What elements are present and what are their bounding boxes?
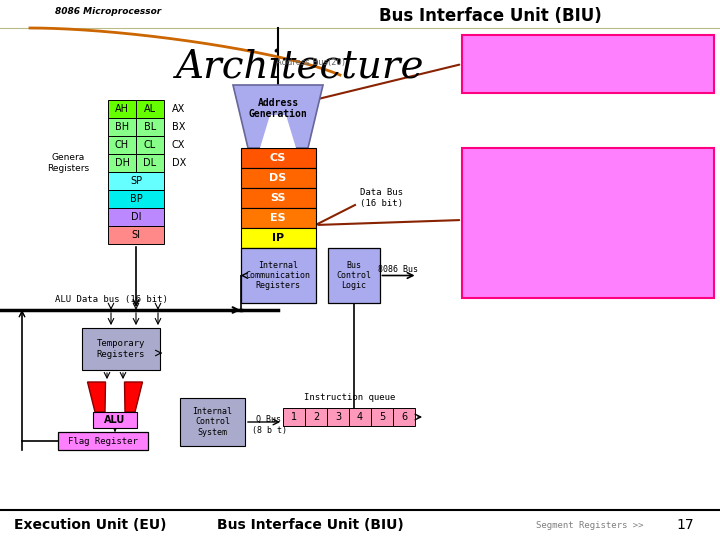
Text: Segment Registers >>: Segment Registers >> (536, 521, 644, 530)
Bar (462, 148, 714, 298)
Bar (240, 248, 315, 303)
Text: 4: 4 (357, 412, 363, 422)
Polygon shape (88, 382, 106, 412)
Text: Four 16-bit segment: Four 16-bit segment (524, 163, 652, 173)
Bar (108, 118, 136, 136)
Text: DH: DH (114, 158, 130, 168)
Bar (240, 208, 315, 228)
Bar (136, 100, 164, 118)
Bar (108, 226, 164, 244)
Bar (58, 432, 148, 450)
Text: Bus Interface Unit (BIU): Bus Interface Unit (BIU) (379, 7, 601, 25)
Bar (82, 328, 160, 370)
Text: Code Segment (CS): Code Segment (CS) (535, 214, 641, 224)
Text: BP: BP (130, 194, 143, 204)
Text: 5: 5 (379, 412, 385, 422)
Bar (136, 154, 164, 172)
Text: Flag Register: Flag Register (68, 436, 138, 446)
Bar (108, 208, 164, 226)
Text: CL: CL (144, 140, 156, 150)
Text: 3: 3 (335, 412, 341, 422)
Text: DL: DL (143, 158, 156, 168)
Text: Bus Interface Unit (BIU): Bus Interface Unit (BIU) (217, 518, 403, 532)
Text: Address
Generation: Address Generation (248, 98, 307, 119)
Text: Dedicated Adder to generate
20 bit address: Dedicated Adder to generate 20 bit addre… (497, 53, 679, 75)
Text: 2: 2 (313, 412, 319, 422)
Text: AX: AX (172, 104, 185, 114)
Bar (108, 154, 136, 172)
Text: DI: DI (131, 212, 141, 222)
Bar (108, 100, 136, 118)
Bar (328, 248, 379, 303)
Text: AL: AL (144, 104, 156, 114)
Text: Internal
Control
System: Internal Control System (192, 407, 233, 437)
Bar (180, 398, 245, 446)
Text: CX: CX (172, 140, 185, 150)
Text: DS: DS (269, 173, 287, 183)
Text: AH: AH (115, 104, 129, 114)
Text: 6: 6 (401, 412, 407, 422)
Bar (305, 408, 327, 426)
Text: 8086 Microprocessor: 8086 Microprocessor (55, 8, 161, 17)
Bar (462, 35, 714, 93)
Bar (136, 118, 164, 136)
Text: Genera
Registers: Genera Registers (47, 153, 89, 173)
Text: SI: SI (132, 230, 140, 240)
Bar (240, 148, 315, 168)
Text: SS: SS (270, 193, 286, 203)
Text: Architecture: Architecture (176, 50, 424, 86)
Bar (136, 136, 164, 154)
Text: ALU Data bus (16 bit): ALU Data bus (16 bit) (55, 295, 168, 304)
Text: Stack Segment (SS): Stack Segment (SS) (532, 248, 644, 258)
Bar (240, 168, 315, 188)
Text: BH: BH (115, 122, 129, 132)
Bar (108, 172, 164, 190)
Text: DX: DX (172, 158, 186, 168)
Bar (327, 408, 349, 426)
Bar (108, 136, 136, 154)
Text: Internal
Communication
Registers: Internal Communication Registers (246, 261, 310, 291)
Text: 1: 1 (291, 412, 297, 422)
Text: ALU: ALU (104, 415, 125, 425)
Bar (240, 228, 315, 248)
Bar (93, 412, 137, 428)
Text: Extra Segment (ES): Extra Segment (ES) (532, 265, 644, 275)
Bar (349, 408, 371, 426)
Polygon shape (125, 382, 143, 412)
Bar (283, 408, 305, 426)
Text: 8086 Bus: 8086 Bus (379, 265, 418, 274)
Text: Bus
Control
Logic: Bus Control Logic (336, 261, 371, 291)
Text: Data Bus
(16 bit): Data Bus (16 bit) (360, 188, 403, 208)
Text: Address Bus(20): Address Bus(20) (276, 57, 344, 66)
Text: BL: BL (144, 122, 156, 132)
Polygon shape (260, 115, 296, 148)
Text: registers: registers (557, 180, 618, 190)
Text: ES: ES (270, 213, 286, 223)
Text: Instruction queue: Instruction queue (305, 394, 396, 402)
Text: Q Bus
(8 b t): Q Bus (8 b t) (251, 415, 287, 435)
Polygon shape (233, 85, 323, 148)
Bar (393, 408, 415, 426)
Text: BX: BX (172, 122, 185, 132)
Text: IP: IP (272, 233, 284, 243)
Text: Temporary
Registers: Temporary Registers (96, 339, 145, 359)
Text: CS: CS (270, 153, 286, 163)
Text: SP: SP (130, 176, 142, 186)
Text: 17: 17 (676, 518, 694, 532)
Bar (240, 188, 315, 208)
Text: CH: CH (115, 140, 129, 150)
Text: Data Segment (DS): Data Segment (DS) (535, 231, 641, 241)
Bar (371, 408, 393, 426)
Bar (108, 190, 164, 208)
Text: Execution Unit (EU): Execution Unit (EU) (14, 518, 166, 532)
